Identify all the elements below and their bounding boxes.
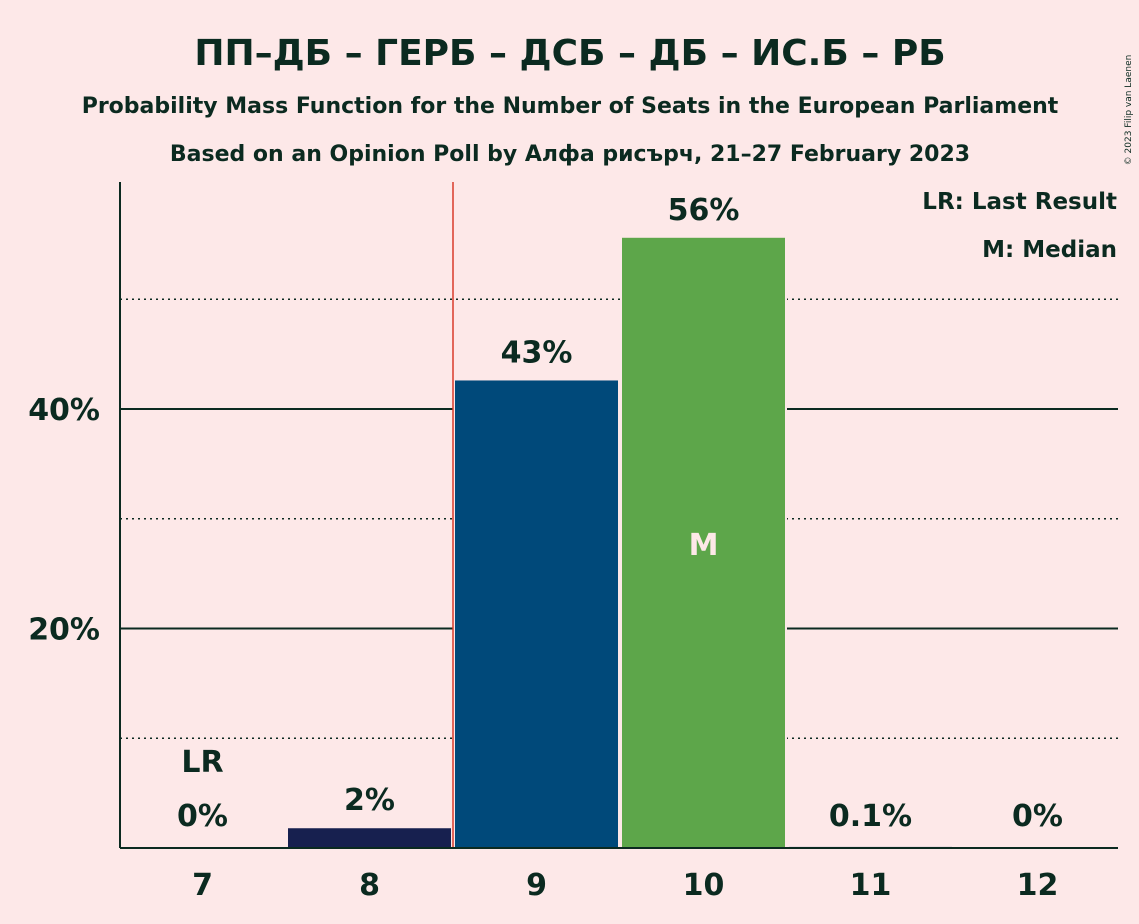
chart-title: ПП–ДБ – ГЕРБ – ДСБ – ДБ – ИС.Б – РБ (194, 33, 945, 74)
bar-seat-9 (455, 380, 618, 848)
x-tick-label: 10 (683, 868, 725, 903)
data-label: 56% (668, 193, 740, 228)
chart-subtitle: Probability Mass Function for the Number… (82, 94, 1059, 119)
legend-median: M: Median (982, 237, 1117, 263)
axes: 20% 40% 7 8 9 10 11 12 (28, 182, 1118, 903)
data-label: 0% (1012, 799, 1063, 834)
x-tick-label: 9 (526, 868, 547, 903)
x-tick-label: 11 (850, 868, 892, 903)
data-label: 0% (177, 799, 228, 834)
x-tick-label: 12 (1017, 868, 1059, 903)
annotations: 0% 2% 43% 56% 0.1% 0% LR M (177, 182, 1063, 848)
last-result-marker: LR (181, 745, 223, 780)
x-tick-label: 7 (192, 868, 213, 903)
legend-last-result: LR: Last Result (922, 189, 1117, 215)
median-marker: M (689, 528, 719, 563)
copyright-notice: © 2023 Filip van Laenen (1124, 55, 1134, 166)
bar-seat-8 (288, 828, 451, 848)
chart-source: Based on an Opinion Poll by Алфа рисърч,… (170, 142, 970, 167)
bar-seat-10 (622, 237, 785, 849)
y-tick-label: 40% (28, 393, 100, 428)
data-label: 2% (344, 783, 395, 818)
bar-gap (787, 844, 954, 848)
data-label: 0.1% (829, 799, 912, 834)
data-label: 43% (501, 335, 573, 370)
bars (286, 235, 954, 849)
y-tick-label: 20% (28, 613, 100, 648)
x-tick-label: 8 (359, 868, 380, 903)
